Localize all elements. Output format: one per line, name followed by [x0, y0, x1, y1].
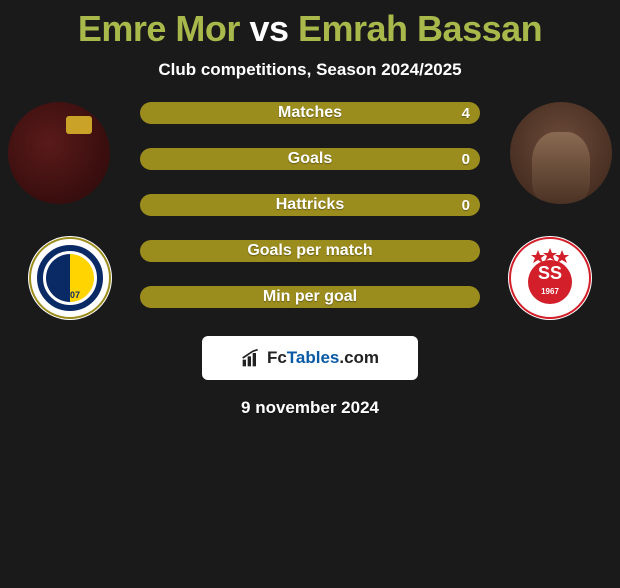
svg-text:1967: 1967 [541, 287, 559, 296]
player1-name: Emre Mor [78, 8, 240, 49]
stat-label: Goals per match [247, 242, 372, 260]
stat-row-goals-per-match: Goals per match [140, 240, 480, 262]
subtitle: Club competitions, Season 2024/2025 [0, 60, 620, 80]
svg-text:1907: 1907 [60, 290, 80, 300]
player1-avatar [8, 102, 110, 204]
brand-pill[interactable]: FcTables.com [202, 336, 418, 380]
brand-text-blue: Tables [287, 348, 340, 367]
brand-text-suffix: .com [339, 348, 379, 367]
vs-label: vs [249, 8, 288, 49]
comparison-content: 1907 SS 1967 Matches 4 Goals 0 Hattricks… [0, 102, 620, 418]
stat-row-min-per-goal: Min per goal [140, 286, 480, 308]
brand-text: FcTables.com [267, 348, 379, 368]
stat-value-right: 4 [462, 105, 470, 122]
stat-value-right: 0 [462, 151, 470, 168]
fenerbahce-badge-icon: 1907 [28, 236, 112, 320]
stat-row-goals: Goals 0 [140, 148, 480, 170]
player2-name: Emrah Bassan [298, 8, 542, 49]
svg-text:SS: SS [538, 263, 562, 283]
stat-row-matches: Matches 4 [140, 102, 480, 124]
stat-label: Goals [288, 150, 332, 168]
player1-club-badge: 1907 [28, 236, 112, 320]
stat-value-right: 0 [462, 197, 470, 214]
page-title: Emre Mor vs Emrah Bassan [0, 8, 620, 50]
stat-label: Min per goal [263, 288, 357, 306]
stat-label: Hattricks [276, 196, 344, 214]
stat-label: Matches [278, 104, 342, 122]
brand-text-dark: Fc [267, 348, 287, 367]
player2-club-badge: SS 1967 [508, 236, 592, 320]
stat-row-hattricks: Hattricks 0 [140, 194, 480, 216]
stat-bars: Matches 4 Goals 0 Hattricks 0 Goals per … [140, 102, 480, 308]
player2-avatar [510, 102, 612, 204]
bars-icon [241, 348, 261, 368]
sivasspor-badge-icon: SS 1967 [508, 236, 592, 320]
footer-date: 9 november 2024 [0, 398, 620, 418]
